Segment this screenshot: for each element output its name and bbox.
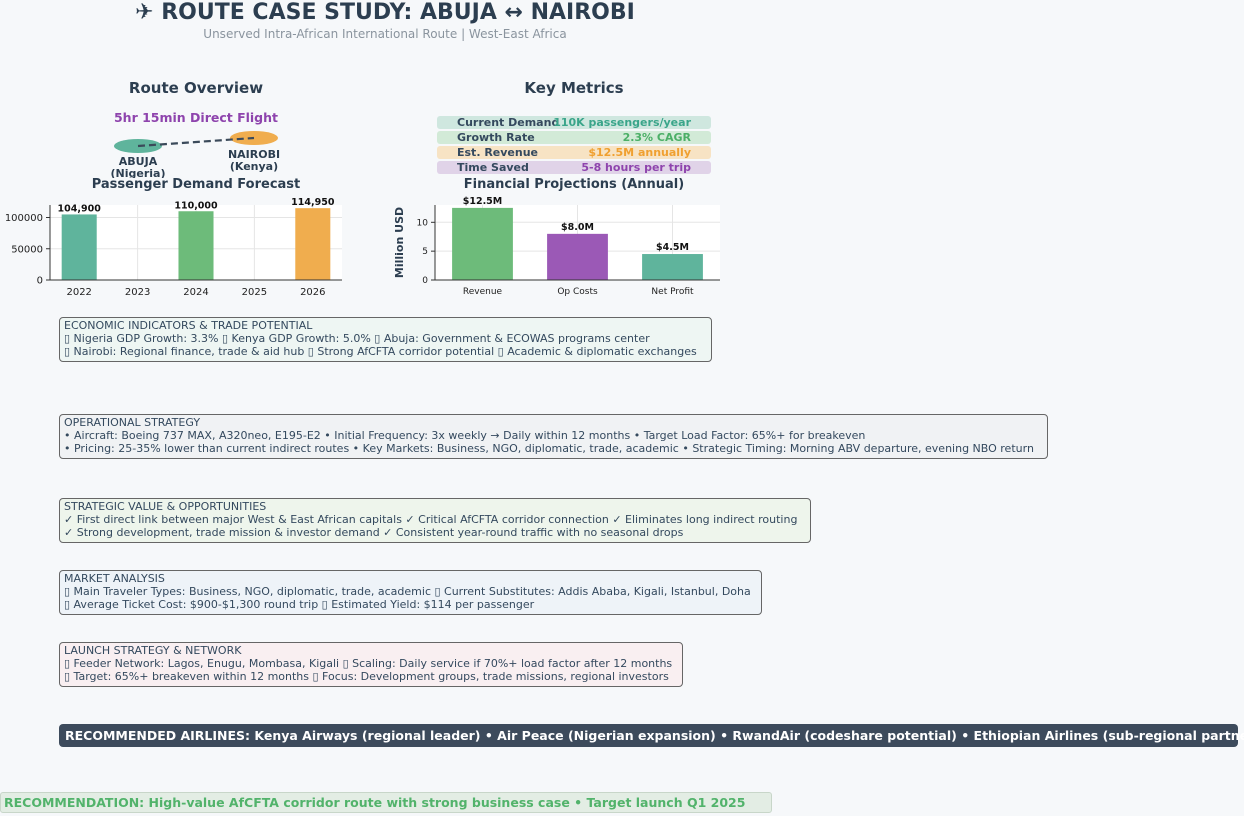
- launch-line-2: ▯ Target: 65%+ breakeven within 12 month…: [64, 670, 669, 683]
- y-tick-label: 0: [37, 276, 43, 287]
- x-tick-label: 2023: [125, 287, 150, 298]
- financial-chart-title: Financial Projections (Annual): [463, 177, 685, 192]
- demand-chart: 2022 2023 2024 2025 2026 0 50000 100000 104,900 1…: [5, 197, 342, 298]
- economic-title: ECONOMIC INDICATORS & TRADE POTENTIAL: [64, 319, 313, 332]
- x-tick-label: 2022: [66, 287, 91, 298]
- operational-line-1: • Aircraft: Boeing 737 MAX, A320neo, E19…: [64, 429, 866, 442]
- route-line: [137, 136, 255, 148]
- market-line-2: ▯ Average Ticket Cost: $900-$1,300 round…: [64, 598, 535, 611]
- strategic-line-2: ✓ Strong development, trade mission & in…: [64, 526, 684, 539]
- economic-indicators-box: ECONOMIC INDICATORS & TRADE POTENTIAL ▯ …: [59, 317, 712, 362]
- operational-strategy-box: OPERATIONAL STRATEGY • Aircraft: Boeing …: [59, 414, 1048, 459]
- economic-line-2: ▯ Nairobi: Regional finance, trade & aid…: [64, 345, 697, 358]
- metric-row: Time Saved 5-8 hours per trip: [437, 161, 711, 174]
- metric-row: Current Demand 110K passengers/year: [437, 116, 711, 129]
- route-diagram: 5hr 15min Direct Flight ABUJA (Nigeria) …: [111, 110, 281, 178]
- page-subtitle: Unserved Intra-African International Rou…: [203, 27, 567, 41]
- financial-value-label: $12.5M: [463, 196, 503, 207]
- origin-city-label: ABUJA: [119, 155, 158, 168]
- metric-value: 5-8 hours per trip: [581, 161, 691, 174]
- operational-line-2: • Pricing: 25-35% lower than current ind…: [64, 442, 1034, 455]
- y-tick-label: 50000: [11, 244, 43, 255]
- strategic-line-1: ✓ First direct link between major West &…: [64, 513, 798, 526]
- y-tick-label: 0: [422, 276, 428, 286]
- demand-bar: [295, 208, 331, 280]
- y-tick-label: 100000: [5, 213, 43, 224]
- x-tick-label: Op Costs: [557, 287, 598, 297]
- metric-value: 110K passengers/year: [553, 116, 691, 129]
- demand-value-label: 114,950: [291, 197, 335, 208]
- y-axis-label: Million USD: [393, 207, 406, 278]
- metric-label: Current Demand: [457, 116, 560, 129]
- x-tick-label: 2024: [183, 287, 208, 298]
- x-tick-label: 2025: [242, 287, 267, 298]
- metric-value: $12.5M annually: [588, 146, 691, 159]
- metric-label: Growth Rate: [457, 131, 535, 144]
- financial-chart: 0 5 10 $12.5M Revenue $8.0M Op Costs $4.5M Net P…: [393, 196, 720, 297]
- y-tick-label: 10: [417, 218, 429, 228]
- route-overview-title: Route Overview: [128, 79, 264, 97]
- dest-city-label: NAIROBI: [228, 148, 280, 161]
- x-tick-label: Net Profit: [651, 287, 694, 297]
- origin-country-label: (Nigeria): [111, 167, 166, 178]
- market-title: MARKET ANALYSIS: [64, 572, 165, 585]
- demand-bar: [61, 214, 97, 280]
- financial-bar: [452, 207, 513, 280]
- page-title: ✈ ROUTE CASE STUDY: ABUJA ↔ NAIROBI: [135, 0, 635, 25]
- strategic-value-box: STRATEGIC VALUE & OPPORTUNITIES ✓ First …: [59, 498, 811, 543]
- x-tick-label: Revenue: [463, 287, 503, 297]
- demand-value-label: 110,000: [174, 200, 218, 211]
- metric-label: Est. Revenue: [457, 146, 539, 159]
- launch-title: LAUNCH STRATEGY & NETWORK: [64, 644, 242, 657]
- metric-row: Growth Rate 2.3% CAGR: [437, 131, 711, 144]
- market-analysis-box: MARKET ANALYSIS ▯ Main Traveler Types: B…: [59, 570, 762, 615]
- economic-line-1: ▯ Nigeria GDP Growth: 3.3% ▯ Kenya GDP G…: [64, 332, 650, 345]
- metric-value: 2.3% CAGR: [622, 131, 691, 144]
- launch-strategy-box: LAUNCH STRATEGY & NETWORK ▯ Feeder Netwo…: [59, 642, 683, 687]
- y-tick-label: 5: [422, 247, 428, 257]
- recommended-airlines-banner: RECOMMENDED AIRLINES: Kenya Airways (reg…: [59, 724, 1244, 747]
- demand-bar: [178, 211, 214, 280]
- financial-bar: [642, 254, 703, 280]
- launch-line-1: ▯ Feeder Network: Lagos, Enugu, Mombasa,…: [64, 657, 673, 670]
- recommendation-banner: RECOMMENDATION: High-value AfCFTA corrid…: [0, 792, 772, 813]
- demand-chart-title: Passenger Demand Forecast: [91, 177, 301, 192]
- x-tick-label: 2026: [300, 287, 325, 298]
- financial-bar: [547, 233, 608, 280]
- strategic-title: STRATEGIC VALUE & OPPORTUNITIES: [64, 500, 267, 513]
- financial-value-label: $4.5M: [656, 242, 689, 253]
- key-metrics-title: Key Metrics: [524, 79, 624, 97]
- financial-value-label: $8.0M: [561, 222, 594, 233]
- demand-value-label: 104,900: [58, 203, 102, 214]
- flight-time-label: 5hr 15min Direct Flight: [114, 110, 278, 125]
- operational-title: OPERATIONAL STRATEGY: [64, 416, 201, 429]
- market-line-1: ▯ Main Traveler Types: Business, NGO, di…: [64, 585, 751, 598]
- metric-row: Est. Revenue $12.5M annually: [437, 146, 711, 159]
- dest-country-label: (Kenya): [230, 160, 278, 173]
- metric-label: Time Saved: [457, 161, 529, 174]
